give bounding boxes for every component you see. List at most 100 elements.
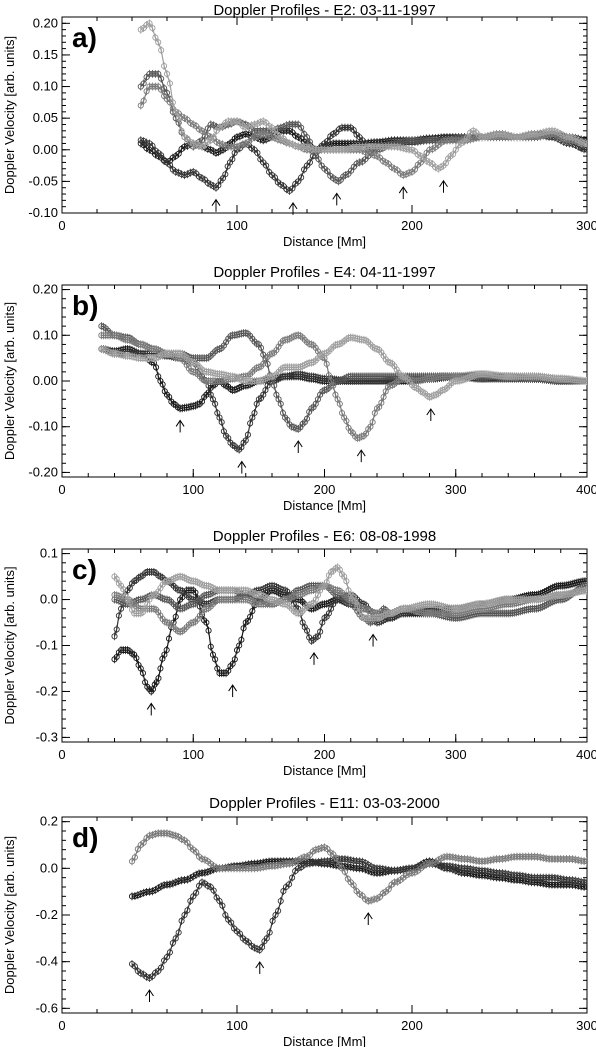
data-point [149, 142, 156, 149]
arrow-head [398, 186, 408, 194]
x-tick-label: 0 [58, 218, 65, 233]
data-point [212, 377, 219, 385]
data-point [353, 373, 360, 380]
data-point [205, 627, 212, 634]
data-point [573, 377, 580, 384]
data-point [268, 582, 276, 589]
data-point [158, 47, 165, 54]
data-point [583, 146, 587, 153]
data-point [384, 373, 391, 380]
data-point [210, 134, 217, 141]
data-point [559, 582, 566, 589]
data-point [505, 373, 512, 380]
arrow-marker [426, 408, 436, 421]
chart-title: Doppler Profiles - E4: 04-11-1997 [213, 264, 435, 281]
data-point [150, 345, 157, 353]
y-tick-label: 0.20 [33, 282, 58, 297]
data-point [303, 415, 311, 422]
data-point [295, 371, 302, 378]
data-point [212, 656, 219, 663]
data-point [251, 377, 258, 385]
data-point [557, 375, 564, 382]
data-point [102, 332, 109, 339]
data-point [209, 377, 216, 385]
data-point [166, 161, 173, 168]
data-point [205, 377, 212, 385]
series-4 [137, 82, 587, 180]
data-point [350, 126, 357, 134]
data-point [109, 332, 116, 339]
data-point [216, 670, 223, 677]
data-point [345, 334, 352, 342]
data-point [254, 149, 261, 156]
data-point [166, 80, 173, 87]
data-point [163, 350, 171, 357]
y-tick-label: -0.1 [36, 638, 58, 653]
data-point [118, 647, 125, 654]
data-point [330, 382, 337, 389]
data-point [349, 334, 356, 341]
data-point [181, 404, 188, 411]
data-point [541, 374, 548, 381]
data-point [150, 355, 157, 362]
data-point [166, 350, 173, 357]
data-point [567, 376, 574, 383]
data-point [170, 350, 177, 357]
data-point [215, 182, 222, 189]
chart-title: Doppler Profiles - E6: 08-08-1998 [213, 528, 436, 545]
data-point [583, 578, 587, 585]
data-point [361, 373, 368, 380]
data-point [321, 375, 328, 382]
data-point [153, 364, 160, 371]
data-point [177, 405, 184, 412]
data-point [441, 373, 448, 380]
data-point [140, 80, 147, 87]
data-point [175, 115, 182, 122]
data-point [555, 582, 562, 589]
data-point [448, 373, 455, 380]
data-point [369, 419, 376, 426]
data-point [525, 373, 532, 380]
arrow-head [439, 179, 448, 188]
data-point [148, 355, 155, 362]
y-tick-label: -0.10 [28, 205, 58, 220]
data-point [163, 70, 171, 77]
data-point [310, 373, 317, 380]
data-point [513, 373, 520, 380]
data-point [98, 345, 105, 353]
data-point [515, 373, 522, 380]
y-tick-label: 0.05 [33, 110, 58, 125]
x-tick-label: 100 [182, 482, 204, 497]
series-line [101, 348, 587, 451]
data-point [205, 368, 212, 376]
data-point [244, 377, 251, 385]
data-point [155, 70, 162, 77]
chart-panel-3: Doppler Profiles - E6: 08-08-1998 c) 0 100 2… [2, 528, 596, 778]
data-point [476, 371, 484, 378]
arrow-marker [175, 419, 185, 433]
data-point [175, 150, 182, 157]
data-point [323, 360, 330, 367]
y-tick-label: 0.00 [33, 373, 58, 388]
data-point [137, 341, 144, 348]
x-axis-label: Distance [Mm] [283, 763, 366, 778]
data-point [290, 371, 297, 378]
data-point [416, 373, 423, 380]
y-axis-label: Doppler Velocity [arb. units] [2, 36, 17, 194]
data-point [218, 419, 225, 426]
data-point [349, 373, 356, 380]
data-point [266, 583, 273, 590]
data-point [511, 373, 518, 380]
data-point [282, 336, 289, 343]
data-point [139, 355, 146, 362]
arrow-marker [288, 201, 298, 215]
x-tick-label: 0 [58, 747, 65, 762]
data-point [271, 126, 278, 134]
data-point [111, 633, 118, 640]
data-point [148, 568, 155, 576]
data-point [158, 86, 165, 93]
arrow-head [332, 192, 342, 200]
data-point [284, 373, 291, 380]
data-point [306, 359, 313, 367]
arrow-head [175, 419, 185, 427]
